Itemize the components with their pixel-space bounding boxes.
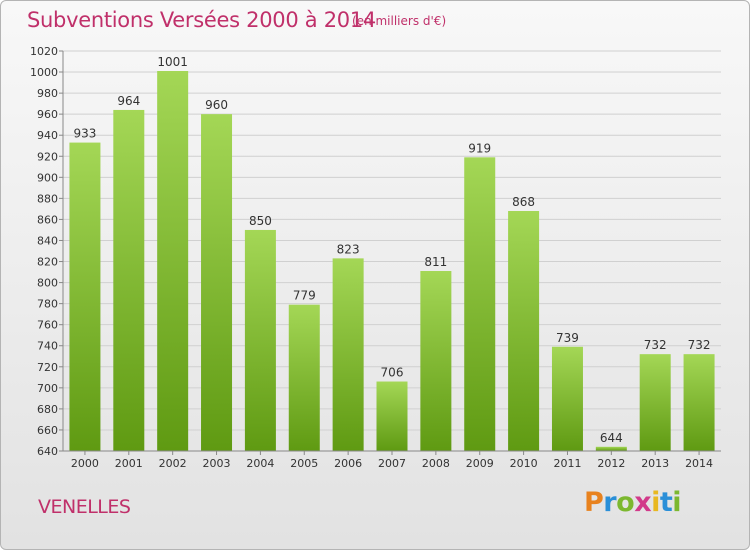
bar-value-label: 850 [249, 214, 272, 228]
proxiti-logo: Proxiti [584, 487, 682, 518]
bar [157, 71, 189, 451]
x-tick-label: 2006 [334, 457, 362, 470]
y-tick-label: 840 [37, 234, 58, 247]
x-tick-label: 2003 [203, 457, 231, 470]
x-tick-label: 2004 [246, 457, 274, 470]
bar-value-label: 739 [556, 331, 579, 345]
bar [113, 109, 145, 452]
x-tick-label: 2009 [466, 457, 494, 470]
bar [376, 381, 408, 451]
bar [201, 114, 233, 451]
bar [551, 346, 583, 451]
bar-value-label: 823 [337, 242, 360, 256]
y-tick-label: 1000 [30, 66, 58, 79]
bar-value-label: 706 [381, 366, 404, 380]
y-tick-label: 860 [37, 213, 58, 226]
y-tick-label: 800 [37, 277, 58, 290]
y-tick-label: 980 [37, 87, 58, 100]
x-tick-label: 2005 [290, 457, 318, 470]
y-tick-label: 700 [37, 382, 58, 395]
x-tick-label: 2001 [115, 457, 143, 470]
bar [288, 304, 320, 451]
bar-value-label: 811 [424, 255, 447, 269]
logo-letter: i [651, 487, 660, 518]
chart-subtitle: (en milliers d'€) [352, 14, 447, 28]
bar [464, 157, 496, 451]
bar-value-label: 964 [117, 94, 140, 108]
y-tick-label: 660 [37, 424, 58, 437]
bar [332, 258, 364, 451]
logo-letter: x [634, 487, 652, 518]
y-tick-label: 640 [37, 445, 58, 458]
bar [683, 354, 715, 451]
bar [508, 211, 540, 451]
logo-letter: i [672, 487, 682, 518]
y-tick-label: 780 [37, 298, 58, 311]
x-tick-label: 2000 [71, 457, 99, 470]
bar-value-label: 644 [600, 431, 623, 445]
commune-name: VENELLES [38, 496, 131, 518]
bar-value-label: 933 [73, 127, 96, 141]
y-tick-label: 720 [37, 361, 58, 374]
x-tick-label: 2012 [597, 457, 625, 470]
logo-letter: r [603, 487, 617, 518]
bar [420, 271, 452, 451]
x-tick-label: 2011 [553, 457, 581, 470]
x-tick-label: 2002 [159, 457, 187, 470]
y-tick-label: 760 [37, 319, 58, 332]
y-tick-label: 1020 [30, 45, 58, 58]
bar [639, 354, 671, 451]
x-tick-label: 2007 [378, 457, 406, 470]
bar [69, 142, 101, 451]
x-tick-label: 2014 [685, 457, 713, 470]
logo-letter: t [659, 487, 673, 518]
y-tick-label: 880 [37, 192, 58, 205]
bar-value-label: 1001 [157, 55, 188, 69]
x-tick-label: 2008 [422, 457, 450, 470]
y-tick-label: 680 [37, 403, 58, 416]
bar-value-label: 960 [205, 98, 228, 112]
bar-value-label: 732 [644, 338, 667, 352]
y-tick-label: 960 [37, 108, 58, 121]
bar-value-label: 732 [688, 338, 711, 352]
y-tick-label: 940 [37, 129, 58, 142]
y-tick-label: 920 [37, 150, 58, 163]
bar-value-label: 919 [468, 141, 491, 155]
chart-title: Subventions Versées 2000 à 2014 [27, 8, 376, 32]
logo-letter: o [616, 487, 635, 518]
y-tick-label: 820 [37, 256, 58, 269]
x-tick-label: 2013 [641, 457, 669, 470]
x-tick-label: 2010 [510, 457, 538, 470]
y-tick-label: 900 [37, 171, 58, 184]
y-tick-label: 740 [37, 340, 58, 353]
logo-letter: P [584, 487, 604, 518]
bar [244, 229, 276, 451]
bar-value-label: 779 [293, 289, 316, 303]
bar-value-label: 868 [512, 195, 535, 209]
bar [595, 446, 627, 451]
